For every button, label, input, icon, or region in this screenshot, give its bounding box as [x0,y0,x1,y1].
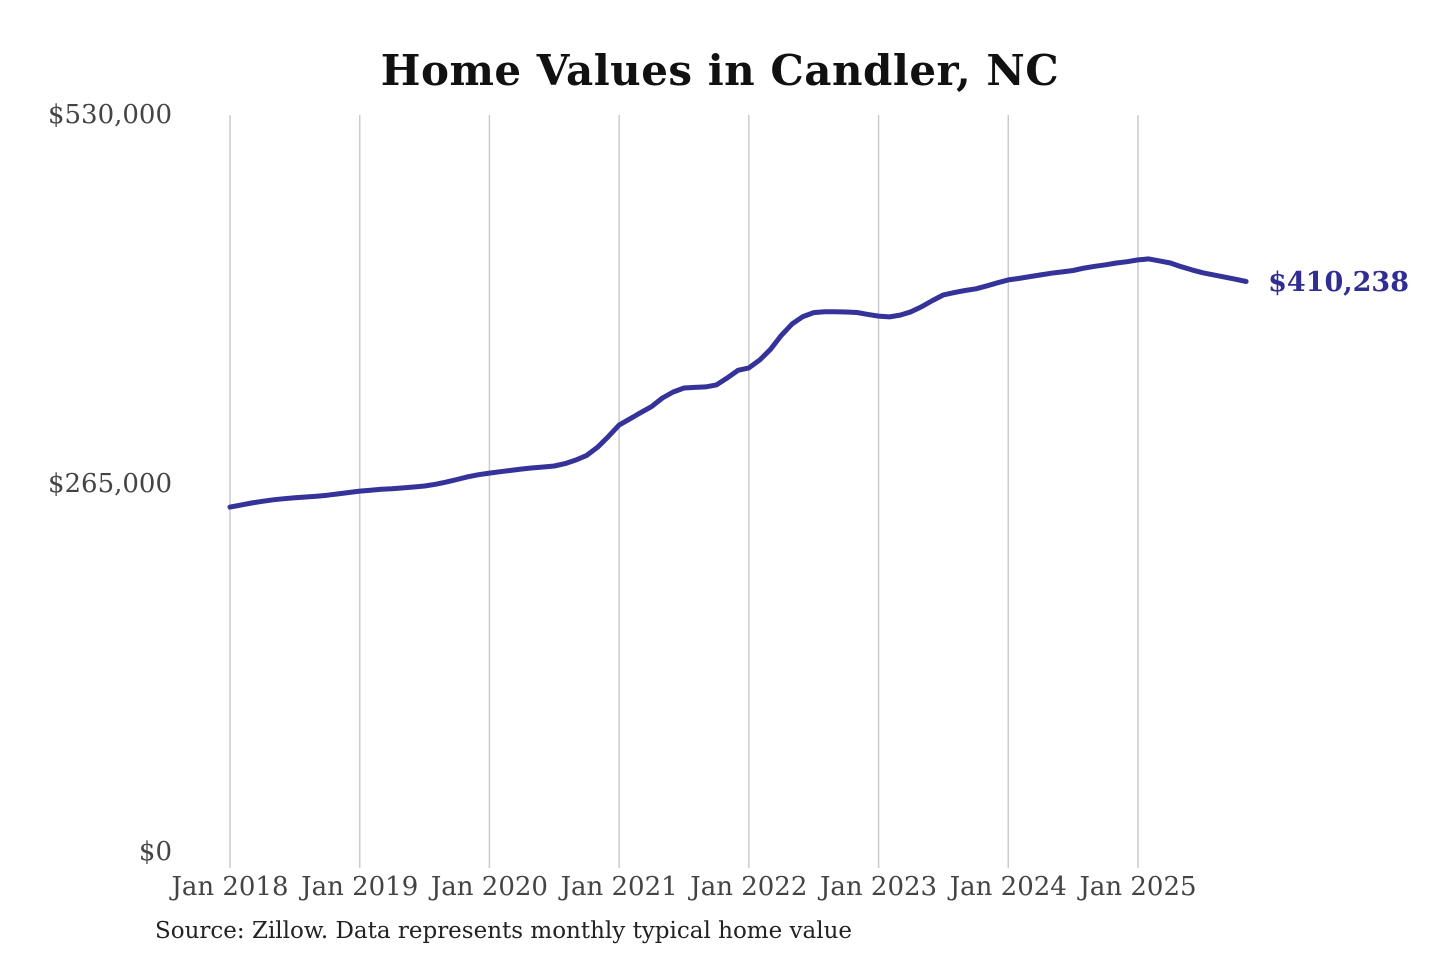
y-axis-tick-label: $0 [138,837,172,867]
y-axis-tick-label: $530,000 [47,100,172,130]
x-axis-tick-label: Jan 2020 [430,872,548,902]
source-attribution: Source: Zillow. Data represents monthly … [155,918,853,944]
x-axis-tick-label: Jan 2025 [1079,872,1197,902]
x-axis-tick-label: Jan 2021 [560,872,678,902]
x-axis-tick-label: Jan 2023 [820,872,938,902]
x-axis-tick-label: Jan 2019 [301,872,419,902]
x-axis-tick-label: Jan 2024 [949,872,1067,902]
final-value-label: $410,238 [1268,266,1409,298]
chart-title: Home Values in Candler, NC [380,46,1060,95]
x-axis-tick-label: Jan 2022 [690,872,808,902]
home-value-line-series [227,256,1249,510]
x-axis-tick-label: Jan 2018 [171,872,289,902]
y-axis-tick-label: $265,000 [47,468,172,499]
